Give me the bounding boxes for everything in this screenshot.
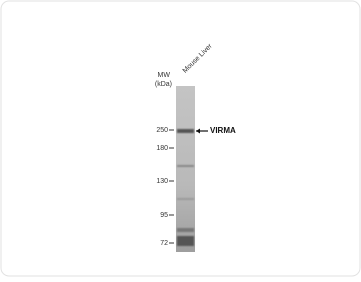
band <box>177 228 194 232</box>
band <box>177 129 194 133</box>
lane <box>176 86 195 252</box>
marker-label: 72 <box>160 240 168 247</box>
band <box>177 198 194 200</box>
band <box>177 165 194 167</box>
marker-label: 130 <box>156 178 168 185</box>
marker-label: 180 <box>156 145 168 152</box>
marker-label: 95 <box>160 212 168 219</box>
marker-label: 250 <box>156 127 168 134</box>
mw-label: MW <box>158 72 171 79</box>
band <box>177 236 194 246</box>
unit-label: (kDa) <box>155 81 172 88</box>
blot-figure: Mouse Liver MW (kDa) VIRMA 2501801309572 <box>0 0 361 277</box>
target-label: VIRMA <box>210 126 236 135</box>
